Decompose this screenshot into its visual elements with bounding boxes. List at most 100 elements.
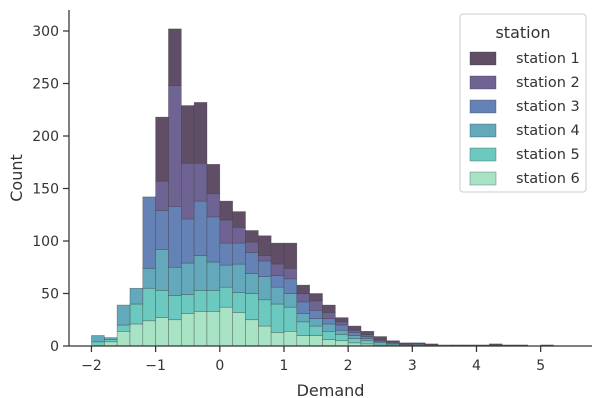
bar-series-6-bin-17 [309,293,323,302]
bar-series-6-bin-6 [168,28,182,86]
bar-series-2-bin-8 [193,290,208,312]
y-tick-label: 200 [32,129,59,145]
bar-series-6-bin-8 [193,102,208,164]
bar-series-5-bin-8 [193,163,208,202]
bar-series-1-bin-18 [322,339,336,347]
bar-series-1-bin-4 [142,320,156,347]
bar-series-2-bin-2 [116,324,131,332]
legend-label: station 5 [516,147,580,163]
bar-series-6-bin-22 [373,336,387,340]
bar-series-2-bin-3 [129,303,144,325]
y-tick-label: 250 [32,77,59,93]
bar-series-6-bin-5 [155,116,169,182]
bar-series-5-bin-20 [347,329,362,333]
y-tick-label: 300 [32,24,59,40]
legend-label: station 1 [516,51,580,67]
x-tick-label: 2 [344,358,353,374]
bar-series-1-bin-15 [283,330,298,347]
bar-series-3-bin-2 [116,304,131,326]
bar-series-6-bin-23 [386,340,400,343]
bar-series-2-bin-15 [283,306,298,332]
bar-series-1-bin-12 [245,319,259,347]
bar-series-2-bin-4 [142,287,156,322]
bar-series-5-bin-18 [322,312,336,319]
legend-swatch [469,51,497,66]
x-tick-label: 3 [408,358,417,374]
bar-series-2-bin-5 [155,290,169,318]
x-tick-label: 5 [536,358,545,374]
bar-series-3-bin-4 [142,267,156,289]
bar-series-3-bin-18 [322,323,336,332]
bar-series-5-bin-9 [206,193,221,218]
bar-series-4-bin-21 [360,336,375,339]
bar-series-5-bin-17 [309,300,323,311]
bar-series-3-bin-3 [129,287,144,305]
bar-series-3-bin-5 [155,249,169,291]
legend-swatch [469,75,497,90]
bar-series-2-bin-1 [103,339,118,343]
x-tick-label: 4 [472,358,481,374]
bar-series-5-bin-11 [232,227,246,244]
bar-series-5-bin-16 [296,293,310,303]
y-ticks: 0 50 100 150 200 250 300 [32,24,69,355]
bar-series-5-bin-19 [335,321,349,326]
bar-series-3-bin-11 [232,263,246,293]
axes: −2 −1 0 1 2 3 4 5 0 50 100 150 200 250 300 [32,10,592,374]
y-tick-label: 50 [41,287,59,303]
y-tick-label: 100 [32,234,59,250]
bar-series-3-bin-14 [270,286,285,305]
bar-series-3-bin-7 [181,262,195,295]
bar-series-3-bin-0 [91,335,105,343]
bar-series-3-bin-10 [219,264,233,288]
bar-series-1-bin-5 [155,317,169,347]
legend-swatch [469,171,497,186]
bar-series-3-bin-8 [193,255,208,291]
bar-series-4-bin-13 [258,260,272,278]
legend-items: station 1 station 2 station 3 station 4 stat… [469,51,580,187]
bar-series-3-bin-9 [206,261,221,291]
bar-series-2-bin-16 [296,321,310,336]
bar-series-6-bin-21 [360,330,375,335]
bar-series-4-bin-4 [142,196,156,269]
bar-series-1-bin-19 [335,340,349,347]
bar-series-4-bin-7 [181,218,195,264]
bar-series-2-bin-18 [322,330,336,340]
y-tick-label: 150 [32,182,59,198]
bar-series-1-bin-10 [219,306,233,347]
bar-series-6-bin-25 [412,342,426,345]
bar-series-5-bin-5 [155,180,169,211]
bar-series-4-bin-8 [193,200,208,257]
bar-series-1-bin-16 [296,335,310,347]
bar-series-2-bin-6 [168,295,182,321]
bar-series-6-bin-20 [347,325,362,331]
bar-series-4-bin-20 [347,332,362,336]
bar-series-6-bin-19 [335,317,349,323]
bar-series-4-bin-15 [283,278,298,294]
bar-series-6-bin-26 [424,343,439,346]
bar-series-2-bin-12 [245,293,259,321]
x-tick-label: 0 [215,358,224,374]
bar-series-1-bin-3 [129,323,144,347]
legend-label: station 2 [516,75,580,91]
bar-series-4-bin-6 [168,206,182,268]
bar-series-3-bin-15 [283,293,298,308]
bar-series-5-bin-10 [219,219,233,244]
legend-label: station 6 [516,171,580,187]
bar-series-6-bin-16 [296,284,310,294]
bar-series-2-bin-10 [219,286,233,308]
bar-series-3-bin-6 [168,266,182,296]
y-tick-label: 0 [50,339,59,355]
bar-series-5-bin-14 [270,263,285,276]
bar-series-5-bin-13 [258,255,272,262]
bar-series-4-bin-10 [219,242,233,266]
bar-series-1-bin-14 [270,332,285,347]
x-tick-label: 1 [280,358,289,374]
bar-series-2-bin-7 [181,294,195,314]
bar-series-6-bin-24 [399,342,413,345]
bar-series-3-bin-13 [258,276,272,301]
bar-series-5-bin-21 [360,334,375,337]
bar-series-2-bin-11 [232,292,246,313]
bar-series-2-bin-22 [373,342,387,346]
